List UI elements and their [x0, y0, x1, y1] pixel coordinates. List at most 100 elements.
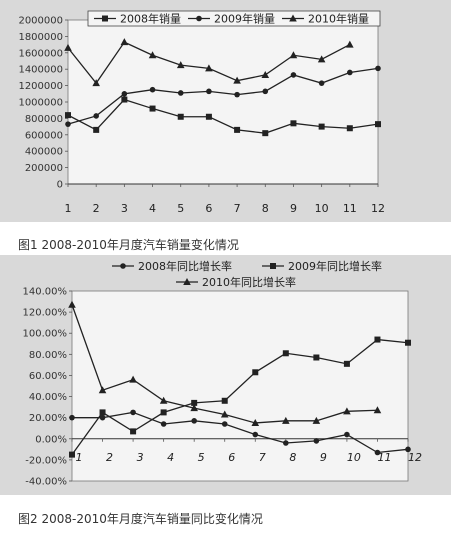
x-tick-label: 12 [408, 451, 422, 464]
series-line-2 [67, 67, 379, 125]
data-point-series-1 [262, 130, 269, 137]
data-point-series-1 [130, 409, 136, 416]
y-tick-label: 800000 [25, 114, 63, 125]
data-point-series-2 [374, 336, 381, 343]
data-point-series-2 [121, 91, 128, 97]
data-point-series-2 [221, 397, 228, 404]
x-tick-label: 3 [137, 451, 144, 464]
data-point-series-2 [252, 369, 259, 376]
plot-area [67, 19, 379, 185]
x-tick-label: 9 [290, 202, 297, 215]
data-point-series-1 [318, 123, 325, 130]
data-point-series-1 [283, 440, 289, 446]
data-point-series-3 [98, 386, 107, 394]
data-point-series-1 [177, 113, 184, 120]
data-point-series-3 [68, 300, 76, 308]
legend-marker-2 [270, 263, 276, 269]
data-point-series-3 [64, 43, 72, 51]
series-line-2 [71, 338, 409, 455]
y-tick-label: -40.00% [25, 477, 67, 488]
legend-marker-1 [120, 263, 126, 269]
data-point-series-1 [149, 105, 156, 112]
legend-marker-1 [102, 15, 108, 22]
chart-monthly-sales: 0 200000 400000 600000 800000 1000000 1200000 1… [18, 10, 385, 215]
data-point-series-3 [261, 70, 270, 78]
data-point-series-3 [148, 51, 157, 59]
x-tick-label: 11 [343, 202, 357, 215]
data-point-series-3 [289, 51, 298, 59]
series-line-1 [67, 98, 379, 134]
data-point-series-2 [282, 350, 289, 357]
data-point-series-2 [318, 80, 325, 86]
data-point-series-2 [234, 91, 240, 98]
data-point-series-2 [290, 72, 297, 78]
data-point-series-2 [69, 451, 75, 458]
series-line-1 [72, 411, 409, 454]
x-tick-label: 9 [320, 451, 327, 464]
x-tick-label: 7 [259, 451, 266, 464]
data-point-series-3 [317, 55, 326, 63]
legend-label-1: 2008年销量 [120, 12, 181, 26]
y-tick-label: 80.00% [29, 350, 67, 361]
legend-marker-2 [196, 15, 202, 22]
x-tick-label: 10 [315, 202, 329, 215]
y-tick-label: -20.00% [25, 455, 67, 466]
data-point-series-1 [375, 121, 381, 128]
data-point-series-1 [346, 125, 353, 132]
x-tick-label: 5 [198, 451, 205, 464]
data-point-series-2 [347, 69, 353, 76]
data-point-series-2 [262, 88, 269, 95]
data-point-series-3 [343, 407, 351, 415]
y-tick-label: 600000 [25, 130, 63, 141]
x-tick-label: 7 [234, 202, 241, 215]
y-tick-label: 1600000 [18, 48, 63, 59]
data-point-series-1 [205, 113, 212, 120]
data-point-series-3 [120, 38, 129, 46]
x-tick-label: 4 [149, 202, 156, 215]
legend-label-3: 2010年同比增长率 [202, 275, 296, 289]
x-tick-label: 8 [262, 202, 269, 215]
data-point-series-3 [92, 79, 100, 87]
y-tick-label: 100.00% [23, 329, 68, 340]
data-point-series-3 [282, 416, 290, 424]
data-point-series-3 [176, 61, 185, 69]
data-point-series-3 [190, 404, 198, 412]
data-point-series-1 [65, 112, 71, 119]
data-point-series-1 [121, 96, 128, 103]
y-tick-label: 200000 [25, 163, 63, 174]
legend-box [87, 10, 381, 27]
data-point-series-2 [65, 121, 71, 127]
data-point-series-3 [312, 416, 321, 424]
y-tick-label: 1400000 [18, 65, 63, 76]
x-tick-label: 6 [228, 451, 235, 464]
data-point-series-1 [160, 421, 167, 427]
y-tick-label: 2000000 [18, 16, 63, 27]
x-tick-label: 11 [377, 451, 391, 464]
data-point-series-2 [313, 354, 320, 361]
data-point-series-1 [344, 431, 350, 438]
data-point-series-1 [374, 449, 381, 456]
data-point-series-3 [205, 64, 213, 72]
legend-label-2: 2009年同比增长率 [288, 259, 382, 273]
y-tick-label: 1000000 [18, 98, 63, 109]
data-point-series-1 [234, 126, 241, 133]
legend-label-2: 2009年销量 [214, 12, 275, 26]
x-tick-label: 10 [347, 451, 361, 464]
data-point-series-3 [373, 406, 382, 414]
data-point-series-2 [149, 86, 156, 93]
data-point-series-3 [159, 396, 168, 404]
legend-marker-3 [183, 278, 191, 285]
data-point-series-1 [221, 421, 228, 427]
data-point-series-1 [252, 431, 259, 438]
y-tick-label: 40.00% [29, 392, 67, 403]
data-point-series-3 [233, 76, 241, 84]
legend-label-3: 2010年销量 [308, 12, 369, 26]
y-tick-label: 120.00% [23, 308, 68, 319]
chart-panel-monthly-sales: 0 200000 400000 600000 800000 1000000 1200000 1… [0, 0, 451, 222]
legend-label-1: 2008年同比增长率 [138, 259, 232, 273]
x-tick-label: 4 [167, 451, 174, 464]
y-tick-label: 0 [57, 180, 63, 191]
y-tick-label: 400000 [25, 147, 63, 158]
y-tick-label: 0.00% [35, 434, 67, 445]
data-point-series-3 [346, 40, 354, 48]
